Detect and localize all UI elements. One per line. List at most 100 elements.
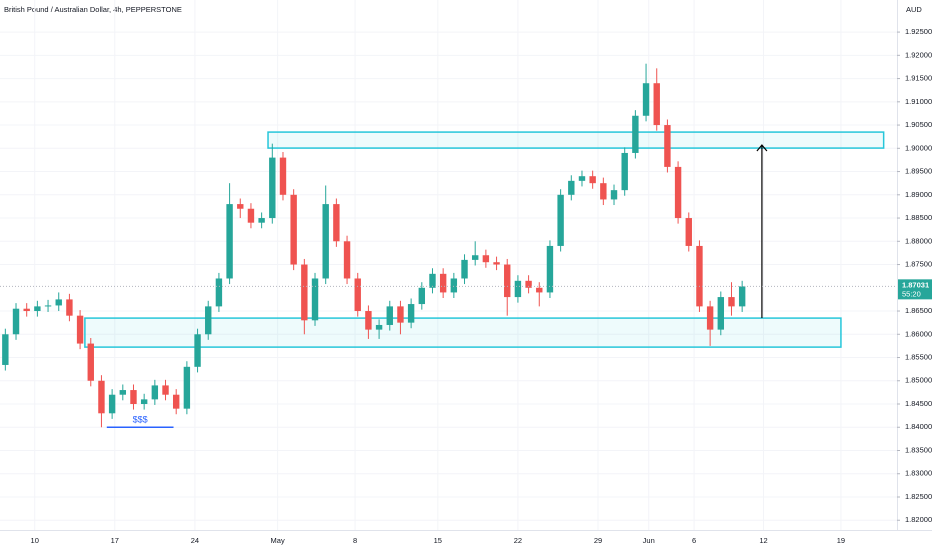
y-tick-label: 1.87500 [905, 260, 932, 269]
last-price-label: 1.87031 [902, 280, 929, 289]
candle-body [322, 204, 329, 279]
candle-body [557, 194, 564, 246]
candle-body [279, 157, 287, 195]
candle-body [108, 394, 116, 414]
candle-body [226, 204, 233, 279]
candle-body [311, 278, 319, 321]
candle-body [375, 324, 383, 330]
last-price-box [898, 279, 932, 300]
candle-body [696, 245, 703, 307]
candle-body [194, 334, 201, 367]
y-tick-label: 1.82500 [905, 492, 932, 501]
x-tick-label: 15 [434, 536, 442, 545]
candle-body [365, 311, 372, 330]
y-tick-label: 1.89500 [905, 167, 932, 176]
y-tick-label: 1.86000 [905, 329, 932, 338]
y-tick-label: 1.83500 [905, 445, 932, 454]
candle-body [568, 180, 575, 195]
candle-body [439, 273, 447, 293]
candle-body [504, 264, 511, 298]
x-tick-label: 6 [692, 536, 696, 545]
x-tick-label: 12 [759, 536, 767, 545]
candle-body [674, 166, 682, 219]
candle-body [482, 255, 490, 263]
x-tick-label: 8 [353, 536, 357, 545]
candle-body [119, 390, 127, 395]
candle-body [471, 255, 479, 260]
candle-body [653, 83, 660, 126]
y-tick-label: 1.82000 [905, 515, 932, 524]
countdown-label: 55:20 [902, 289, 921, 298]
candle-body [450, 278, 458, 293]
candle-body [728, 297, 735, 307]
candle-body [215, 278, 223, 307]
candle-body [642, 83, 650, 116]
candle-body [706, 306, 714, 330]
candle-body [34, 306, 41, 312]
y-tick-label: 1.86500 [905, 306, 932, 315]
candle-body [621, 152, 628, 191]
candle-body [717, 297, 725, 330]
y-tick-label: 1.88500 [905, 213, 932, 222]
candle-body [610, 190, 618, 200]
candle-body [685, 218, 692, 246]
x-tick-label: 10 [31, 536, 39, 545]
candle-body [632, 115, 639, 153]
candle-body [151, 385, 159, 400]
candle-body [354, 278, 361, 312]
y-tick-label: 1.84500 [905, 399, 932, 408]
candle-body [55, 299, 62, 306]
arrow-head [756, 144, 768, 152]
candle-body [397, 306, 404, 323]
y-tick-label: 1.92500 [905, 27, 932, 36]
candle-body [183, 366, 191, 409]
candle-body [23, 308, 30, 312]
x-tick-label: 17 [111, 536, 119, 545]
x-tick-label: Jun [643, 536, 655, 545]
candle-body [12, 308, 20, 335]
x-tick-label: 22 [514, 536, 522, 545]
candle-body [237, 204, 244, 209]
candle-body [98, 380, 105, 414]
y-tick-label: 1.92000 [905, 50, 932, 59]
candle-body [130, 390, 137, 405]
candle-body [493, 262, 500, 265]
x-tick-label: 29 [594, 536, 602, 545]
y-tick-label: 1.90500 [905, 120, 932, 129]
candle-body [76, 315, 84, 344]
candle-body [536, 287, 543, 293]
candle-body [664, 125, 671, 167]
zone [267, 131, 885, 149]
currency-label: AUD [906, 5, 922, 14]
x-tick-label: 19 [837, 536, 845, 545]
candle-body [247, 208, 255, 223]
candle-body [87, 343, 94, 381]
candle-body [418, 287, 426, 305]
x-tick-label: 24 [191, 536, 199, 545]
y-tick-label: 1.85500 [905, 353, 932, 362]
candle-body [343, 241, 351, 279]
candle-body [162, 385, 169, 395]
candle-body [44, 305, 52, 307]
y-tick-label: 1.85000 [905, 376, 932, 385]
candle-body [205, 306, 212, 335]
candle-body [290, 194, 297, 265]
candle-body [172, 394, 180, 409]
candle-body [140, 399, 148, 405]
y-tick-label: 1.84000 [905, 422, 932, 431]
candle-body [429, 273, 436, 288]
candle-body [546, 245, 554, 293]
candle-body [461, 259, 468, 279]
y-tick-label: 1.91000 [905, 97, 932, 106]
candle-body [738, 286, 746, 307]
candle-body [589, 176, 596, 184]
candle-body [333, 204, 340, 242]
candle-body [514, 280, 522, 298]
candle-body [301, 264, 308, 321]
candle-body [600, 183, 607, 200]
candle-body [525, 280, 532, 288]
liquidity-label: $$$ [133, 415, 148, 425]
candle-body [258, 218, 265, 223]
x-tick-label: May [271, 536, 285, 545]
